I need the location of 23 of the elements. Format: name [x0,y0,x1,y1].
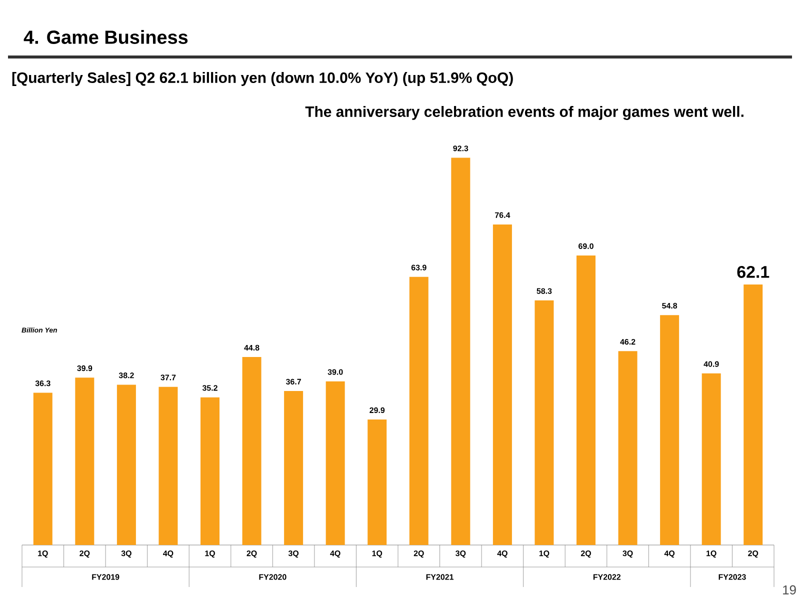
bar [618,351,638,545]
text: The anniversary celebration events of major games went well. [305,106,744,120]
chart-title: 4. Game Business [24,30,188,44]
bar [284,391,304,545]
bar [326,381,345,545]
data-label: 62.1 [737,266,770,278]
bar [492,224,512,545]
bar [409,276,428,545]
bar [534,300,554,545]
bar [242,357,262,545]
bar [200,397,220,545]
bar [116,384,136,545]
bar [158,386,178,545]
text: 19 [783,585,796,594]
bar [75,378,94,545]
bar [368,420,387,545]
bar [451,158,470,545]
bar [702,373,721,545]
chart-subtitle: [Quarterly Sales] Q2 62.1 billion yen (down 10.0% YoY) (up 51.9% QoQ) [12,72,513,86]
bar [660,315,680,545]
bar [33,392,52,545]
bar [744,284,763,545]
bar [576,256,596,545]
